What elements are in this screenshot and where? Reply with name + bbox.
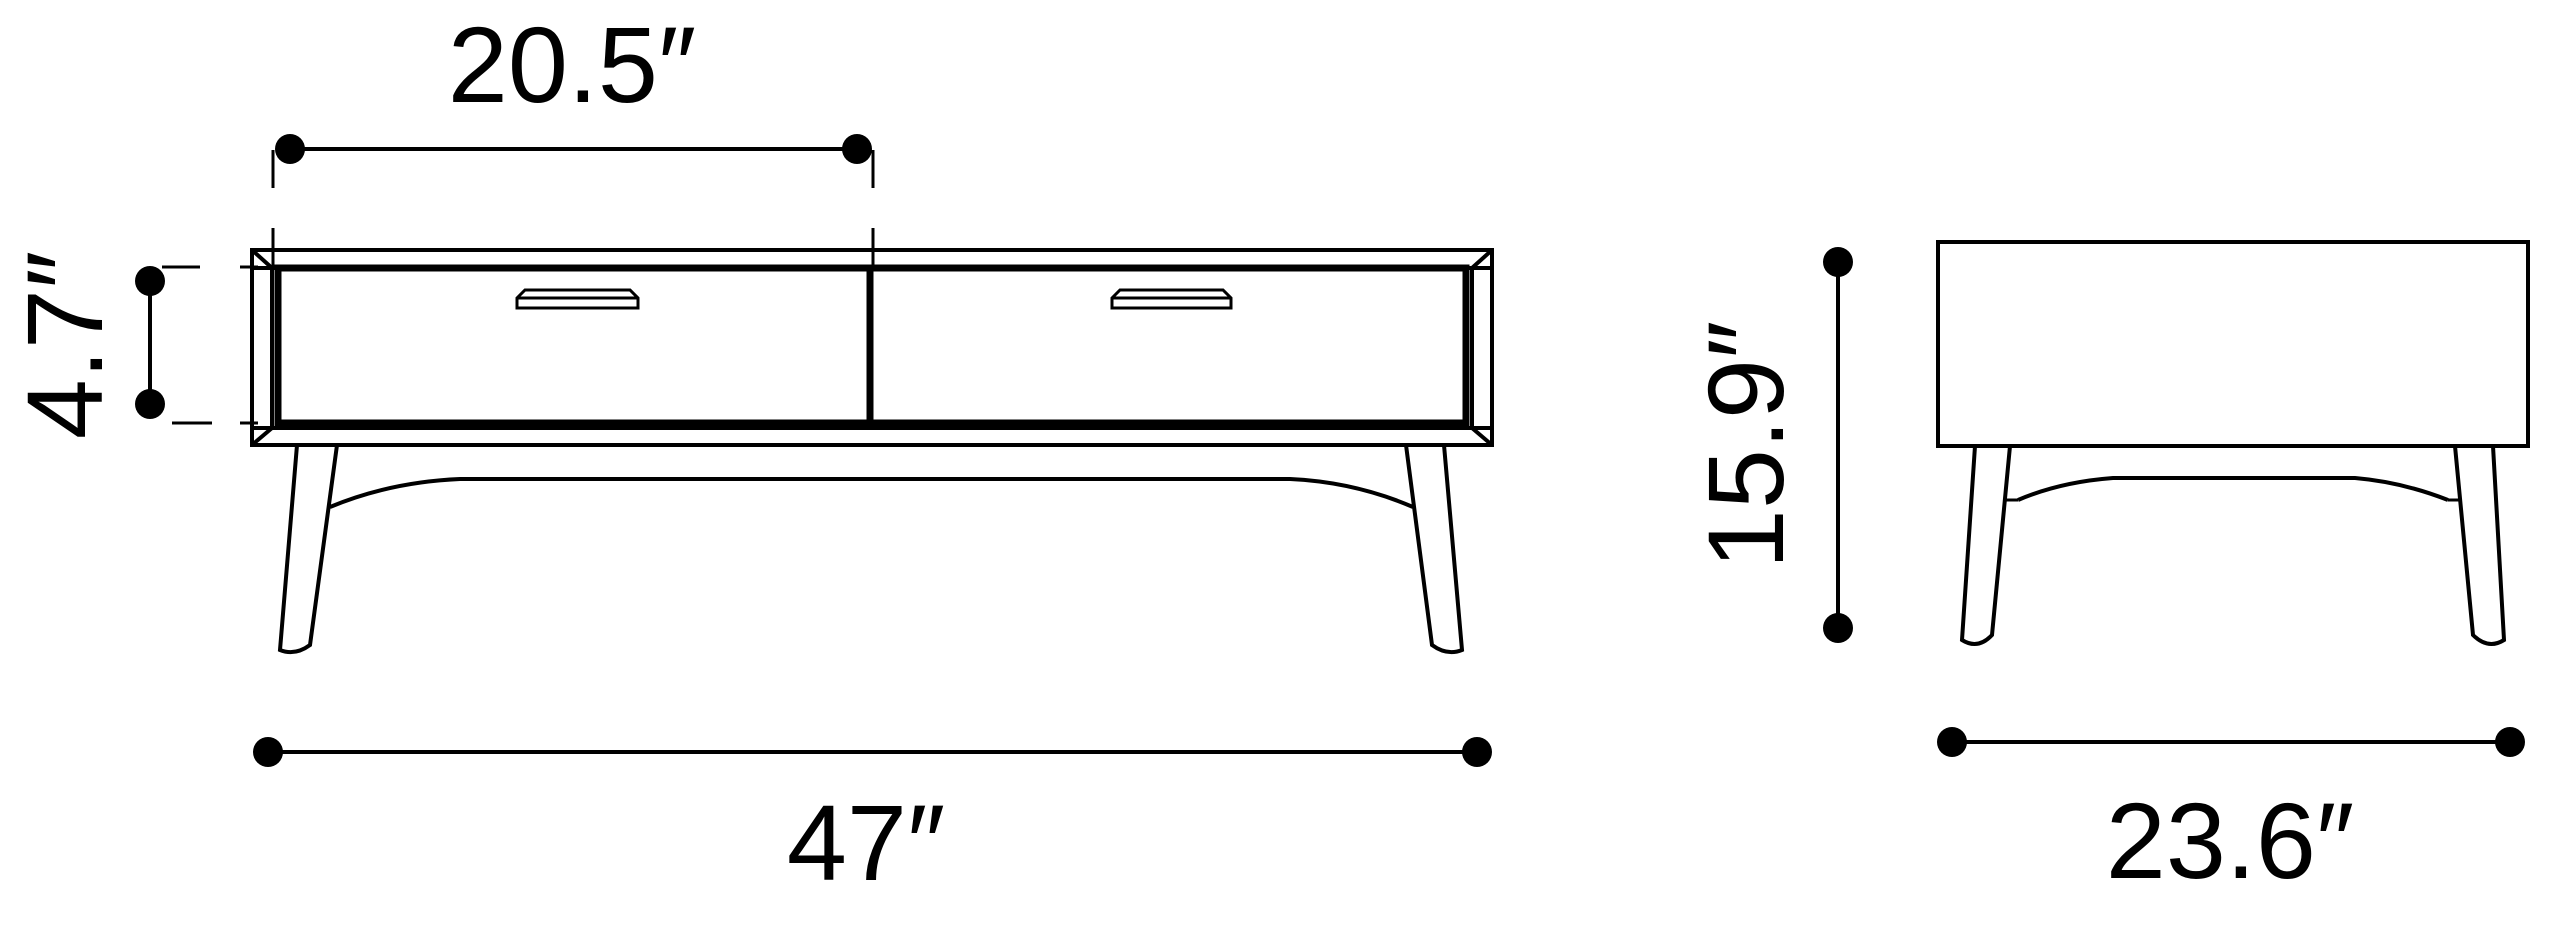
overall-height-label: 15.9″ xyxy=(1685,321,1806,569)
front-view-leg-left xyxy=(277,444,339,655)
overall-width-label: 47″ xyxy=(787,782,945,903)
front-view-drawers xyxy=(274,264,1470,427)
side-view-top xyxy=(1936,240,2530,448)
drawer-width-label: 20.5″ xyxy=(448,4,696,125)
side-view-apron xyxy=(2005,476,2460,502)
overall-width-dimension-line xyxy=(253,737,1492,767)
side-view-leg-right xyxy=(2453,445,2507,646)
front-view: 20.5″ 4.7″ 47″ xyxy=(4,4,1494,903)
side-view: 15.9″ 23.6″ xyxy=(1685,240,2530,901)
overall-depth-dimension-line xyxy=(1937,727,2525,757)
overall-height-dimension-line xyxy=(1823,247,1853,643)
overall-depth-label: 23.6″ xyxy=(2106,780,2354,901)
front-view-apron xyxy=(329,477,1414,509)
drawer-width-extension-lines xyxy=(271,150,875,268)
drawer-height-label: 4.7″ xyxy=(4,251,125,439)
drawer-height-dimension-line xyxy=(135,265,258,425)
front-view-leg-right xyxy=(1404,444,1465,655)
drawer-handle-right xyxy=(1110,288,1233,310)
drawer-width-dimension-line xyxy=(275,134,872,164)
side-view-leg-left xyxy=(1959,445,2012,646)
drawer-handle-left xyxy=(515,288,640,310)
